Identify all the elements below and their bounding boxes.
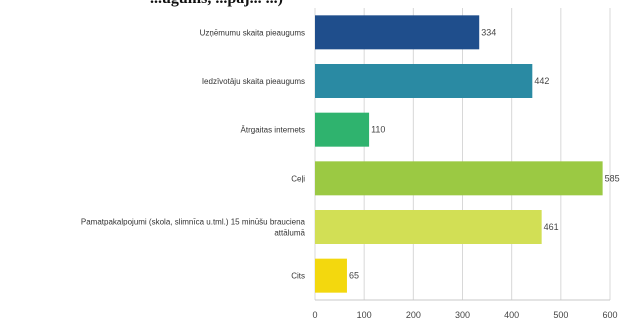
category-label-0: Uzņēmumu skaita pieaugums: [200, 28, 305, 37]
x-tick-label-4: 400: [504, 310, 519, 320]
x-tick-label-3: 300: [455, 310, 470, 320]
bar-3: [315, 161, 603, 196]
x-tick-label-1: 100: [357, 310, 372, 320]
bar-2: [315, 112, 370, 147]
category-label-2: Ātrgaitas internets: [241, 126, 305, 135]
value-label-0: 334: [481, 27, 496, 37]
bar-5: [315, 258, 347, 293]
bar-4: [315, 210, 542, 244]
chart-title-fragment: ...ugums, ...paj... ...): [0, 0, 622, 10]
value-label-4: 461: [544, 222, 559, 232]
category-label-3: Ceļi: [291, 174, 305, 183]
value-label-2: 110: [371, 125, 385, 135]
value-label-5: 65: [349, 271, 359, 281]
chart-title-text: ...ugums, ...paj... ...): [150, 0, 283, 8]
x-tick-label-6: 600: [602, 310, 617, 320]
x-tick-label-0: 0: [312, 310, 317, 320]
x-tick-label-2: 200: [406, 310, 421, 320]
category-label-4: Pamatpakalpojumi (skola, slimnīca u.tml.…: [81, 218, 306, 238]
value-label-1: 442: [534, 76, 549, 86]
x-tick-label-5: 500: [553, 310, 568, 320]
bar-0: [315, 15, 480, 50]
category-label-5: Cits: [291, 272, 305, 281]
value-label-3: 585: [605, 173, 620, 183]
bar-1: [315, 64, 533, 98]
category-label-1: Iedzīvotāju skaita pieaugums: [202, 77, 305, 86]
